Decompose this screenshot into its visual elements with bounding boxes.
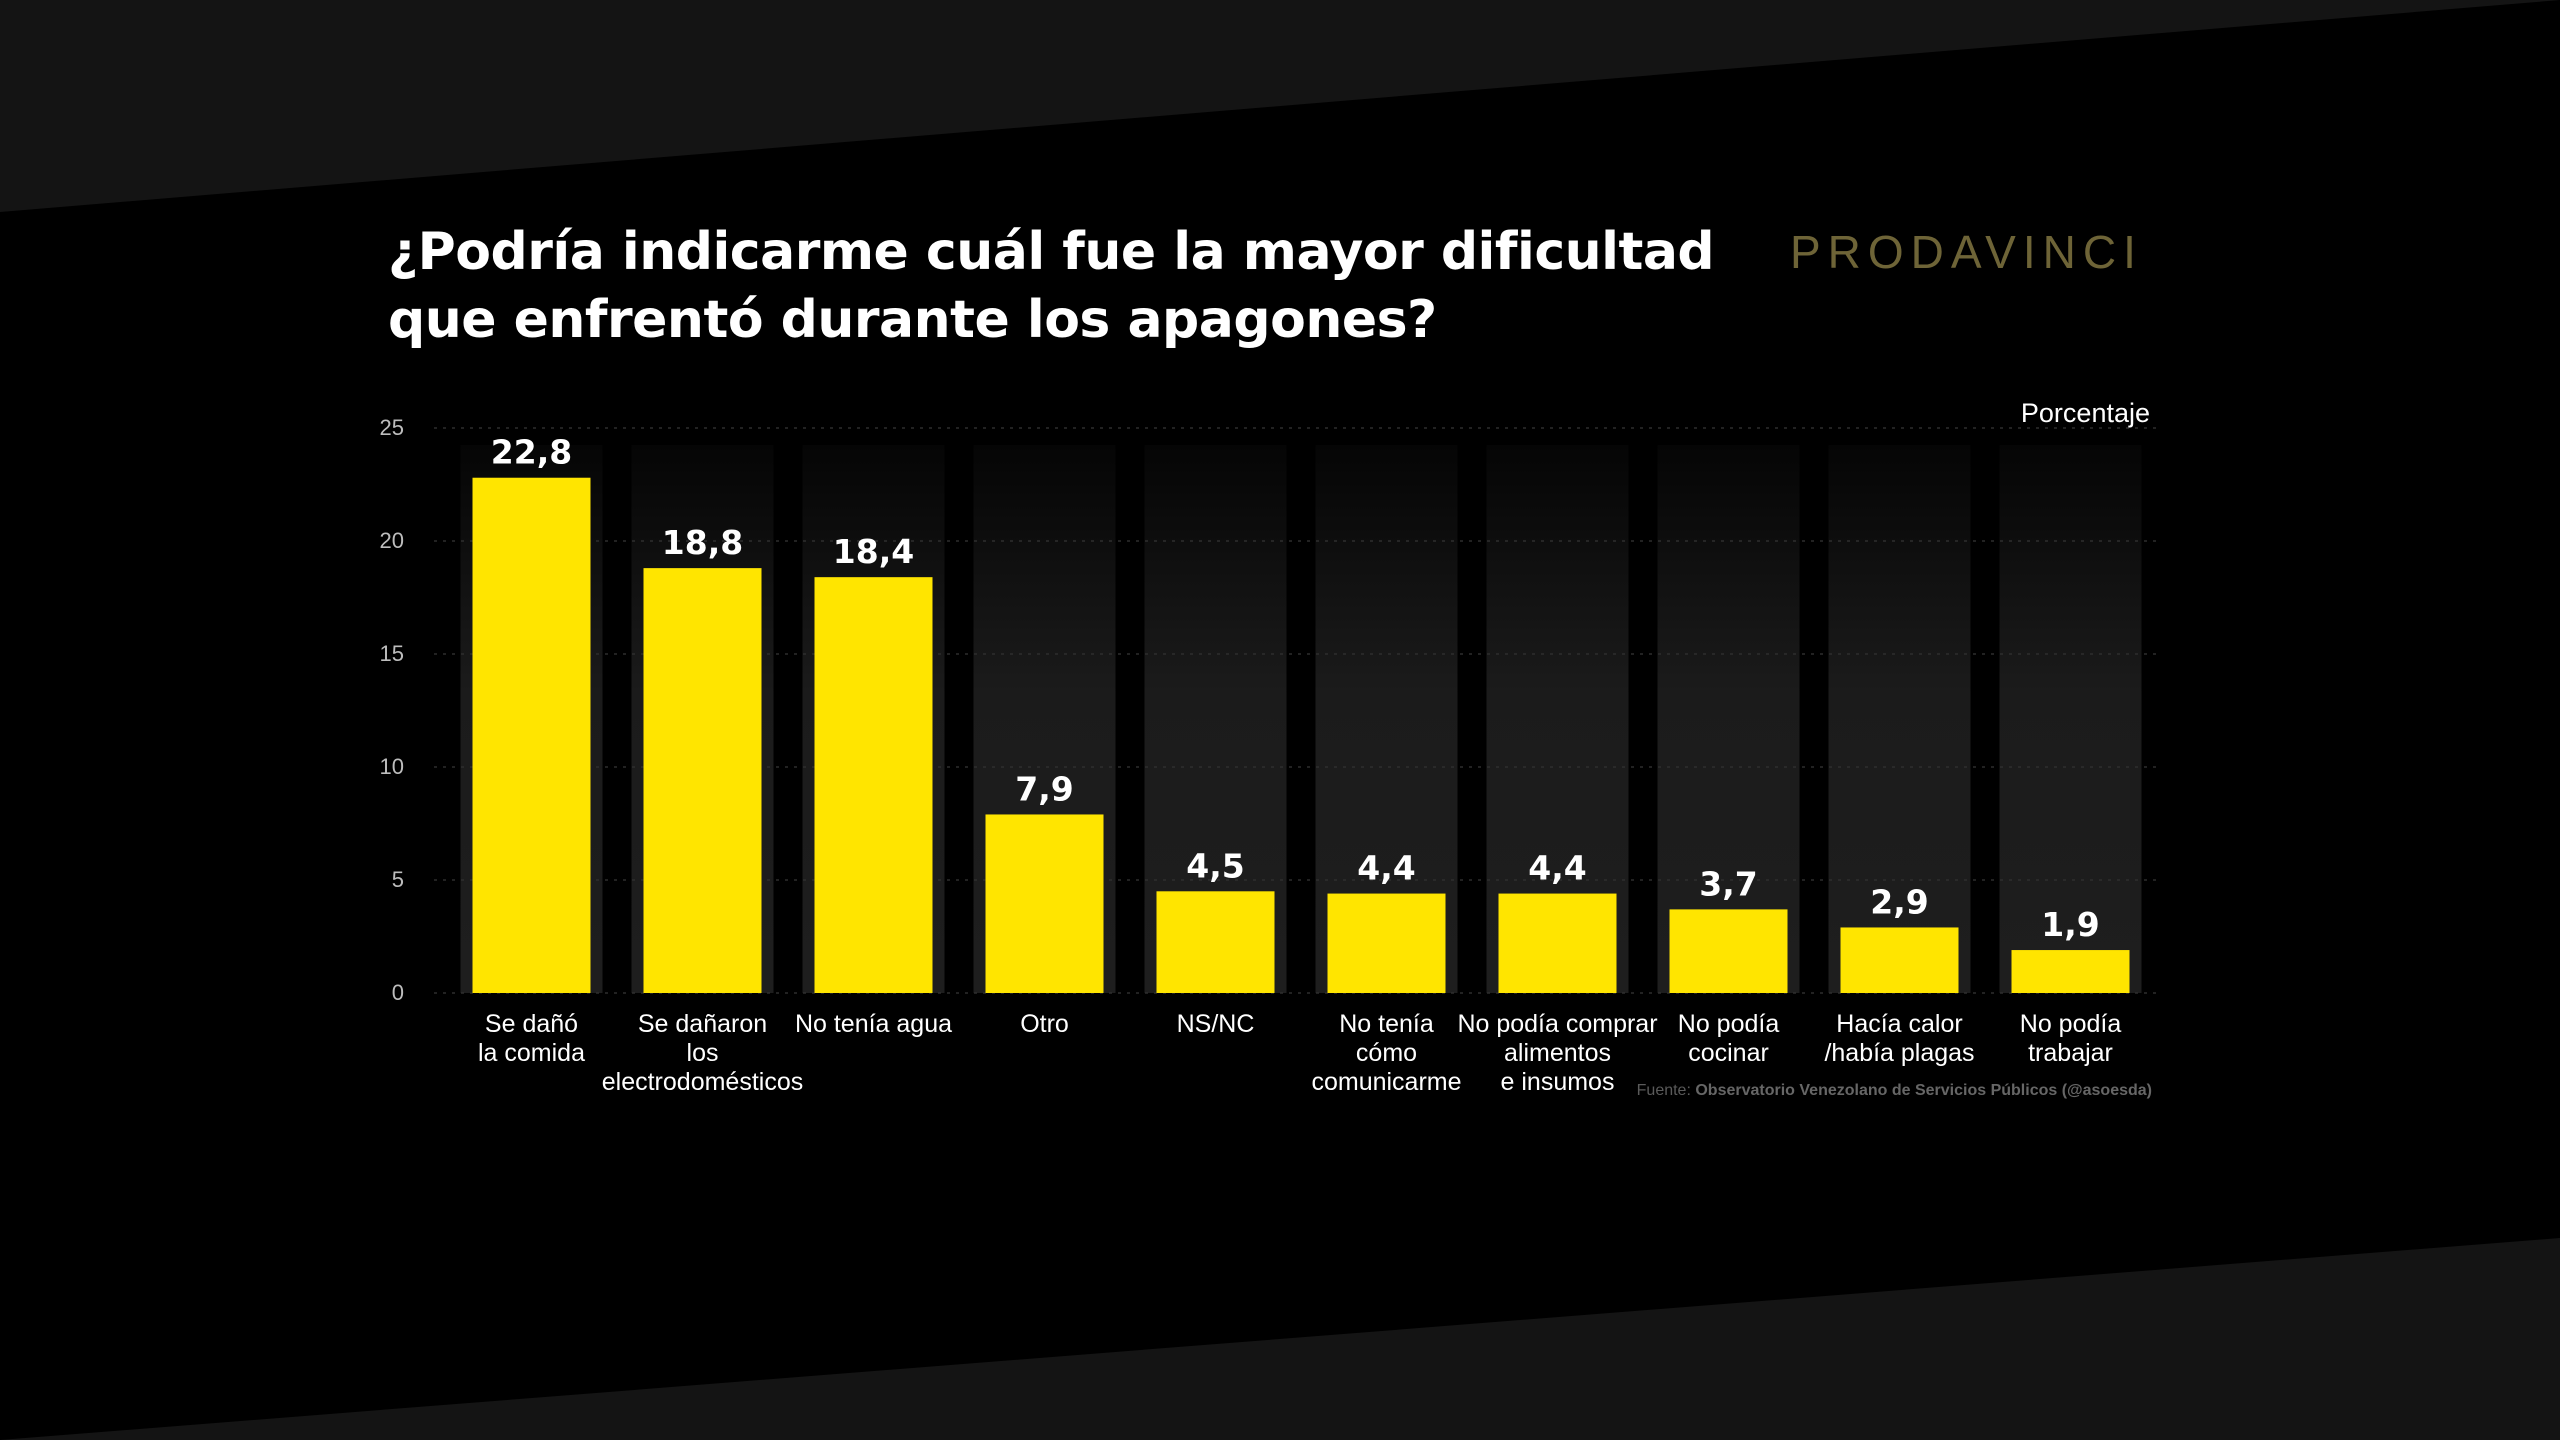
category-label-line: electrodomésticos <box>602 1068 803 1096</box>
category-label-line: cocinar <box>1688 1039 1769 1067</box>
chart-title: ¿Podría indicarme cuál fue la mayor difi… <box>388 218 1768 354</box>
bar <box>2011 950 2130 993</box>
category-label-line: trabajar <box>2028 1039 2113 1067</box>
category-label-line: la comida <box>478 1039 585 1067</box>
bar <box>985 814 1104 993</box>
category-label-line: No tenía agua <box>795 1010 952 1038</box>
category-label-line: No podía <box>1678 1010 1780 1038</box>
bar <box>814 577 933 993</box>
category-label-line: /había plagas <box>1824 1039 1974 1067</box>
column-bg <box>1657 445 1800 993</box>
y-tick-label: 0 <box>392 980 404 1005</box>
source-note: Fuente: Observatorio Venezolano de Servi… <box>1637 1082 2152 1100</box>
category-label-line: alimentos <box>1504 1039 1611 1067</box>
category-label-line: e insumos <box>1501 1068 1615 1096</box>
bar <box>1327 893 1446 993</box>
category-label: Hacía calor/había plagas <box>1824 1010 1974 1067</box>
category-label: No tenía agua <box>795 1010 952 1038</box>
column-bg <box>1999 445 2142 993</box>
category-label-line: Se dañaron <box>638 1010 767 1038</box>
category-label-line: NS/NC <box>1177 1010 1255 1038</box>
y-tick-label: 10 <box>380 754 404 779</box>
data-label: 18,4 <box>833 532 914 571</box>
data-label: 4,4 <box>1528 849 1586 888</box>
bar <box>1156 891 1275 993</box>
top-band <box>0 0 2560 212</box>
category-label-line: comunicarme <box>1311 1068 1461 1096</box>
bar <box>1669 909 1788 993</box>
bar <box>472 477 591 994</box>
prodavinci-logo: PRODAVINCI <box>1790 226 2143 278</box>
data-label: 7,9 <box>1015 769 1073 808</box>
category-label: Se dañaron los electrodomésticos <box>602 1010 803 1096</box>
category-label: NS/NC <box>1177 1010 1255 1038</box>
y-tick-label: 25 <box>380 415 404 440</box>
source-name: Observatorio Venezolano de Servicios Púb… <box>1695 1082 2152 1099</box>
category-label-line: Se dañó <box>485 1010 578 1038</box>
category-label: No podía trabajar <box>2020 1010 2122 1067</box>
bar <box>643 568 762 993</box>
data-label: 4,5 <box>1186 846 1244 885</box>
chart-title-line-1: ¿Podría indicarme cuál fue la mayor difi… <box>388 222 1715 282</box>
data-label: 18,8 <box>662 523 743 562</box>
bar <box>1840 927 1959 993</box>
category-label-line: No podía <box>2020 1010 2122 1038</box>
category-label: No tenía cómo comunicarme <box>1311 1010 1461 1096</box>
bar <box>1498 893 1617 993</box>
column-bg <box>1828 445 1971 993</box>
category-label-line: Otro <box>1020 1010 1069 1038</box>
category-label-line: Hacía calor <box>1836 1010 1962 1038</box>
chart-title-line-2: que enfrentó durante los apagones? <box>388 290 1437 350</box>
category-label-line: No podía comprar <box>1457 1010 1657 1038</box>
category-label: Otro <box>1020 1010 1069 1038</box>
category-label: No podía cocinar <box>1678 1010 1780 1067</box>
category-label: Se dañó la comida <box>478 1010 585 1067</box>
y-tick-label: 20 <box>380 528 404 553</box>
category-label-line: cómo <box>1356 1039 1417 1067</box>
data-label: 2,9 <box>1870 882 1928 921</box>
bottom-band <box>0 1238 2560 1440</box>
data-label: 22,8 <box>491 433 572 472</box>
y-tick-label: 15 <box>380 641 404 666</box>
category-label: No podía comprar alimentos e insumos <box>1457 1010 1657 1096</box>
category-label-line: No tenía <box>1339 1010 1434 1038</box>
data-label: 4,4 <box>1357 849 1415 888</box>
data-label: 3,7 <box>1699 864 1757 903</box>
data-label: 1,9 <box>2041 905 2099 944</box>
y-tick-label: 5 <box>392 867 404 892</box>
y-axis-label: Porcentaje <box>2021 398 2150 428</box>
source-prefix: Fuente: <box>1636 1082 1691 1099</box>
category-label-line: los <box>687 1039 719 1067</box>
